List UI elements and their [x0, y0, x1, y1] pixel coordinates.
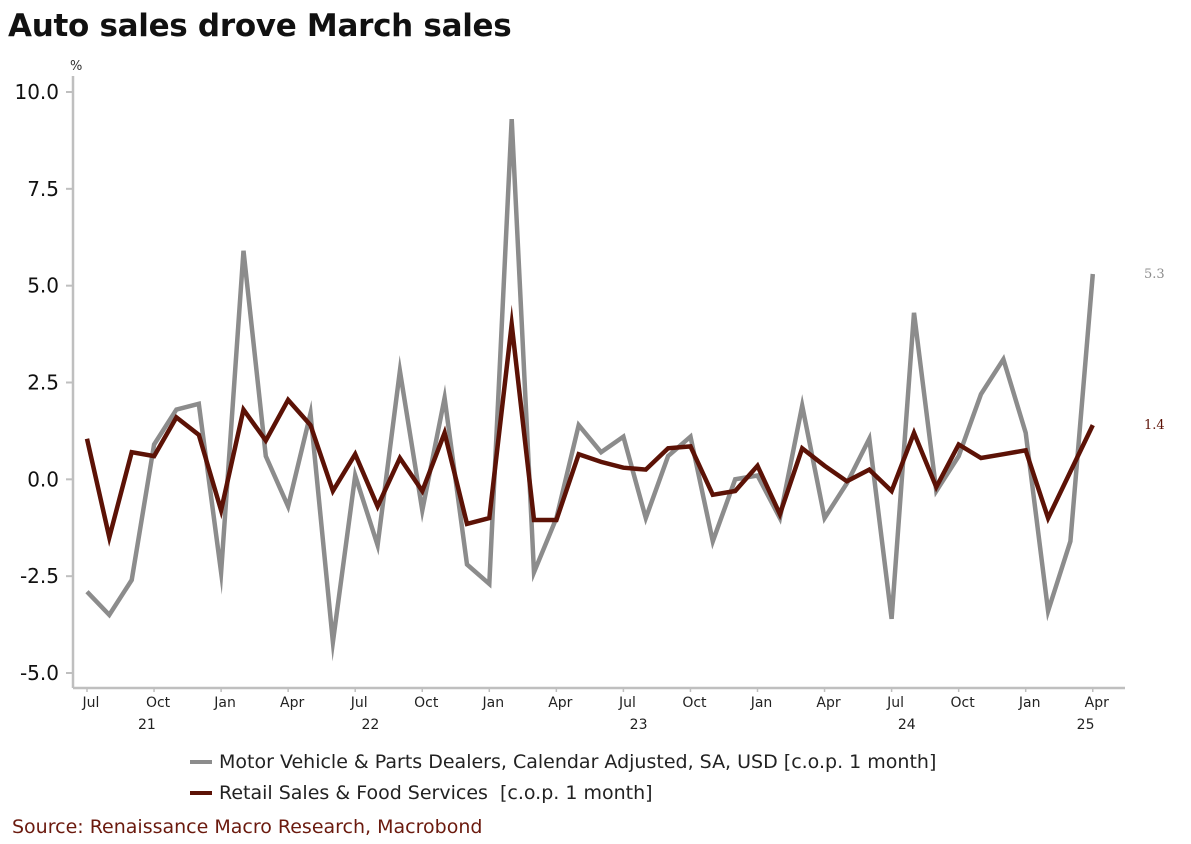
y-tick-label: 5.0 — [27, 274, 59, 298]
x-tick-label: Jul — [82, 695, 100, 711]
y-tick-label: -2.5 — [20, 564, 59, 588]
x-tick-label: Jan — [750, 695, 773, 711]
x-tick-label: Oct — [682, 695, 707, 711]
x-year-label: 23 — [630, 717, 648, 733]
axes: % — [70, 59, 1125, 690]
x-tick-label: Oct — [146, 695, 171, 711]
y-axis-ticks: 10.0 7.5 5.0 2.5 0.0 -2.5 -5.0 — [14, 80, 73, 685]
x-tick-label: Apr — [280, 695, 304, 711]
legend-swatch-motor — [190, 759, 212, 764]
x-year-label: 22 — [361, 717, 379, 733]
x-tick-label: Oct — [414, 695, 439, 711]
x-year-label: 24 — [898, 717, 916, 733]
x-tick-label: Apr — [816, 695, 840, 711]
legend-swatch-retail — [190, 790, 212, 795]
legend-item-retail: Retail Sales & Food Services [c.o.p. 1 m… — [190, 777, 936, 808]
x-tick-label: Jul — [618, 695, 636, 711]
x-axis-ticks: Jul Oct Jan Apr Jul Oct Jan Apr Jul Oct Jan Apr Jul O… — [82, 688, 1109, 733]
legend-item-motor: Motor Vehicle & Parts Dealers, Calendar … — [190, 746, 936, 777]
series-line-motor-vehicle — [85, 118, 1096, 662]
end-value-label: 1.4 — [1144, 418, 1165, 433]
chart-title: Auto sales drove March sales — [8, 8, 512, 44]
y-tick-label: 7.5 — [27, 177, 59, 201]
y-tick-label: 0.0 — [27, 467, 59, 491]
x-tick-label: Jan — [213, 695, 236, 711]
x-tick-label: Jul — [350, 695, 368, 711]
x-tick-label: Oct — [951, 695, 976, 711]
legend: Motor Vehicle & Parts Dealers, Calendar … — [190, 746, 936, 808]
legend-label-retail: Retail Sales & Food Services [c.o.p. 1 m… — [219, 781, 653, 804]
x-tick-label: Apr — [1085, 695, 1109, 711]
x-year-label: 21 — [138, 717, 156, 733]
x-tick-label: Jul — [886, 695, 904, 711]
legend-label-motor: Motor Vehicle & Parts Dealers, Calendar … — [219, 750, 937, 773]
end-value-label: 5.3 — [1144, 267, 1165, 282]
x-tick-label: Jan — [1018, 695, 1041, 711]
y-tick-label: -5.0 — [20, 661, 59, 685]
x-tick-label: Jan — [482, 695, 505, 711]
x-tick-label: Apr — [548, 695, 572, 711]
end-labels: 5.3 1.4 — [1144, 267, 1165, 433]
series-layer — [84, 118, 1096, 662]
series-line-retail-sales — [84, 304, 1095, 547]
y-tick-label: 2.5 — [27, 371, 59, 395]
y-tick-label: 10.0 — [14, 80, 59, 104]
y-axis-unit-label: % — [70, 59, 82, 74]
x-year-label: 25 — [1077, 717, 1095, 733]
source-note: Source: Renaissance Macro Research, Macr… — [12, 816, 483, 838]
